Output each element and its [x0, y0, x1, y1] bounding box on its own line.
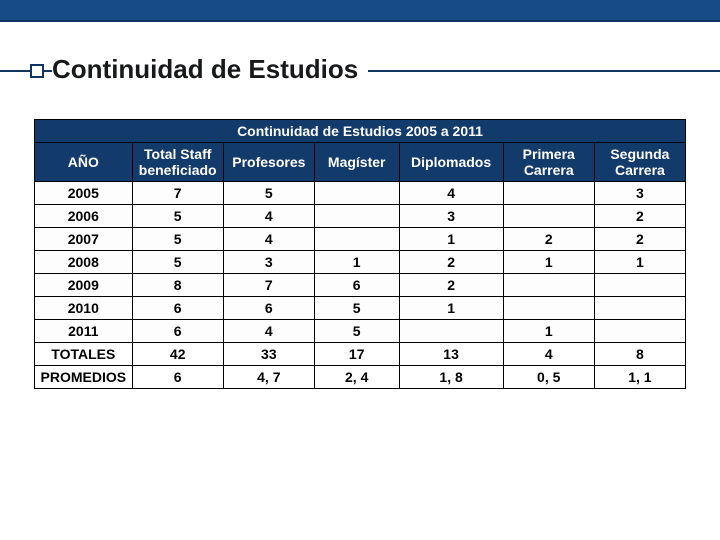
col-diplomados: Diplomados [399, 143, 503, 182]
cell: 8 [132, 274, 223, 297]
cell: 5 [314, 297, 399, 320]
cell: 1 [503, 320, 594, 343]
col-profesores: Profesores [223, 143, 314, 182]
table-title: Continuidad de Estudios 2005 a 2011 [35, 120, 686, 143]
cell: 6 [132, 297, 223, 320]
totals-label: TOTALES [35, 343, 133, 366]
cell: 7 [132, 182, 223, 205]
col-year: AÑO [35, 143, 133, 182]
cell: 1 [399, 297, 503, 320]
cell: 6 [132, 366, 223, 389]
page-title: Continuidad de Estudios [52, 54, 368, 85]
cell-year: 2006 [35, 205, 133, 228]
table-row: 2006 5 4 3 2 [35, 205, 686, 228]
cell: 0, 5 [503, 366, 594, 389]
col-magister: Magíster [314, 143, 399, 182]
cell: 13 [399, 343, 503, 366]
cell: 2 [594, 228, 685, 251]
cell: 1 [399, 228, 503, 251]
cell: 7 [223, 274, 314, 297]
table-row: 2008 5 3 1 2 1 1 [35, 251, 686, 274]
cell: 4 [223, 228, 314, 251]
table-averages-row: PROMEDIOS 6 4, 7 2, 4 1, 8 0, 5 1, 1 [35, 366, 686, 389]
averages-label: PROMEDIOS [35, 366, 133, 389]
title-region: Continuidad de Estudios [0, 54, 720, 85]
cell: 6 [314, 274, 399, 297]
cell [314, 182, 399, 205]
cell: 1 [314, 251, 399, 274]
cell: 5 [132, 205, 223, 228]
cell-year: 2008 [35, 251, 133, 274]
cell: 3 [399, 205, 503, 228]
cell: 4, 7 [223, 366, 314, 389]
cell [594, 274, 685, 297]
data-table: Continuidad de Estudios 2005 a 2011 AÑO … [34, 119, 686, 389]
cell: 17 [314, 343, 399, 366]
table-row: 2010 6 6 5 1 [35, 297, 686, 320]
cell: 2 [399, 251, 503, 274]
cell [314, 205, 399, 228]
table-header-row: AÑO Total Staff beneficiado Profesores M… [35, 143, 686, 182]
cell: 42 [132, 343, 223, 366]
cell: 5 [132, 251, 223, 274]
cell [594, 297, 685, 320]
cell: 3 [223, 251, 314, 274]
table-row: 2007 5 4 1 2 2 [35, 228, 686, 251]
cell: 8 [594, 343, 685, 366]
cell: 4 [223, 320, 314, 343]
cell: 5 [223, 182, 314, 205]
cell: 4 [223, 205, 314, 228]
cell: 2 [503, 228, 594, 251]
cell: 1, 1 [594, 366, 685, 389]
cell: 1 [503, 251, 594, 274]
cell [594, 320, 685, 343]
cell: 1 [594, 251, 685, 274]
cell [399, 320, 503, 343]
cell: 2 [594, 205, 685, 228]
cell: 1, 8 [399, 366, 503, 389]
cell: 2, 4 [314, 366, 399, 389]
cell-year: 2007 [35, 228, 133, 251]
cell [503, 274, 594, 297]
col-primera: Primera Carrera [503, 143, 594, 182]
table-row: 2009 8 7 6 2 [35, 274, 686, 297]
table-totals-row: TOTALES 42 33 17 13 4 8 [35, 343, 686, 366]
cell: 5 [314, 320, 399, 343]
cell-year: 2005 [35, 182, 133, 205]
table-row: 2005 7 5 4 3 [35, 182, 686, 205]
cell [503, 205, 594, 228]
cell [314, 228, 399, 251]
cell: 6 [223, 297, 314, 320]
cell [503, 182, 594, 205]
title-box-icon [30, 64, 44, 78]
table-title-row: Continuidad de Estudios 2005 a 2011 [35, 120, 686, 143]
table-container: Continuidad de Estudios 2005 a 2011 AÑO … [34, 119, 686, 389]
table-row: 2011 6 4 5 1 [35, 320, 686, 343]
cell: 4 [503, 343, 594, 366]
cell: 3 [594, 182, 685, 205]
col-segunda: Segunda Carrera [594, 143, 685, 182]
cell [503, 297, 594, 320]
cell-year: 2011 [35, 320, 133, 343]
top-bar [0, 0, 720, 22]
cell: 33 [223, 343, 314, 366]
cell: 5 [132, 228, 223, 251]
cell: 2 [399, 274, 503, 297]
cell-year: 2009 [35, 274, 133, 297]
col-total: Total Staff beneficiado [132, 143, 223, 182]
cell-year: 2010 [35, 297, 133, 320]
cell: 6 [132, 320, 223, 343]
cell: 4 [399, 182, 503, 205]
